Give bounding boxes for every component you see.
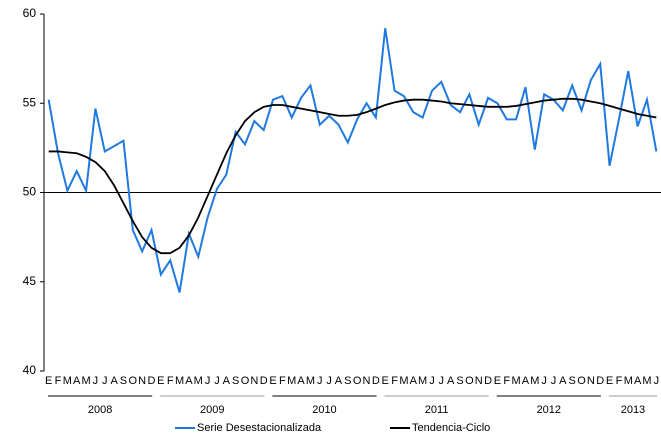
year-label: 2008 [88, 404, 112, 416]
x-tick-label: A [223, 375, 231, 387]
x-tick-label: N [475, 375, 483, 387]
x-tick-label: F [616, 375, 623, 387]
x-tick-label: F [503, 375, 510, 387]
series-line [48, 97, 657, 255]
series-line [47, 28, 658, 293]
x-tick-label: F [391, 375, 398, 387]
x-tick-label: J [429, 375, 435, 387]
x-tick-label: D [260, 375, 268, 387]
x-tick-label: F [55, 375, 62, 387]
x-tick-label: J [541, 375, 547, 387]
x-tick-label: J [317, 375, 323, 387]
x-tick-label: D [372, 375, 380, 387]
x-tick-label: D [148, 375, 156, 387]
x-tick-label: O [353, 375, 362, 387]
x-tick-label: N [363, 375, 371, 387]
x-tick-label: N [138, 375, 146, 387]
x-tick-label: D [484, 375, 492, 387]
x-tick-label: E [606, 375, 613, 387]
x-tick-label: E [45, 375, 52, 387]
x-tick-label: A [559, 375, 567, 387]
x-tick-label: S [344, 375, 351, 387]
x-tick-label: M [194, 375, 203, 387]
x-tick-label: J [102, 375, 108, 387]
y-tick-label: 50 [23, 185, 37, 199]
x-tick-label: S [120, 375, 127, 387]
y-tick-label: 40 [23, 363, 37, 377]
x-tick-label: S [456, 375, 463, 387]
x-tick-label: M [530, 375, 539, 387]
year-label: 2009 [200, 404, 224, 416]
x-tick-label: F [279, 375, 286, 387]
x-tick-label: D [596, 375, 604, 387]
year-label: 2012 [537, 404, 561, 416]
x-tick-label: S [232, 375, 239, 387]
x-tick-label: O [577, 375, 586, 387]
x-tick-label: O [129, 375, 138, 387]
x-tick-label: M [175, 375, 184, 387]
x-tick-label: J [93, 375, 99, 387]
x-tick-label: M [512, 375, 521, 387]
x-tick-label: M [287, 375, 296, 387]
x-tick-label: O [241, 375, 250, 387]
x-tick-label: S [569, 375, 576, 387]
x-tick-label: M [624, 375, 633, 387]
year-label: 2013 [621, 404, 645, 416]
x-tick-label: A [634, 375, 642, 387]
year-label: 2011 [425, 404, 449, 416]
x-tick-label: E [157, 375, 164, 387]
x-tick-label: M [399, 375, 408, 387]
x-tick-label: O [465, 375, 474, 387]
x-tick-label: M [642, 375, 651, 387]
x-tick-label: J [214, 375, 220, 387]
x-tick-label: A [410, 375, 418, 387]
x-tick-label: E [382, 375, 389, 387]
x-tick-label: M [63, 375, 72, 387]
x-tick-label: A [297, 375, 305, 387]
x-tick-label: N [250, 375, 258, 387]
x-tick-label: A [447, 375, 455, 387]
x-tick-label: M [81, 375, 90, 387]
y-tick-label: 60 [23, 6, 37, 20]
x-tick-label: A [335, 375, 343, 387]
x-tick-label: F [167, 375, 174, 387]
x-tick-label: A [522, 375, 530, 387]
y-tick-label: 45 [23, 274, 37, 288]
x-tick-label: J [654, 375, 660, 387]
legend-label: Serie Desestacionalizada [197, 422, 322, 434]
x-tick-label: A [185, 375, 193, 387]
x-tick-label: J [205, 375, 211, 387]
x-tick-label: J [439, 375, 445, 387]
legend-label: Tendencia-Ciclo [412, 422, 490, 434]
x-tick-label: N [587, 375, 595, 387]
x-tick-label: E [269, 375, 276, 387]
x-tick-label: E [494, 375, 501, 387]
x-tick-label: J [326, 375, 332, 387]
x-tick-label: A [110, 375, 118, 387]
x-tick-label: M [306, 375, 315, 387]
y-tick-label: 55 [23, 95, 37, 109]
year-label: 2010 [312, 404, 336, 416]
x-tick-label: M [418, 375, 427, 387]
x-tick-label: A [73, 375, 81, 387]
x-tick-label: J [551, 375, 557, 387]
